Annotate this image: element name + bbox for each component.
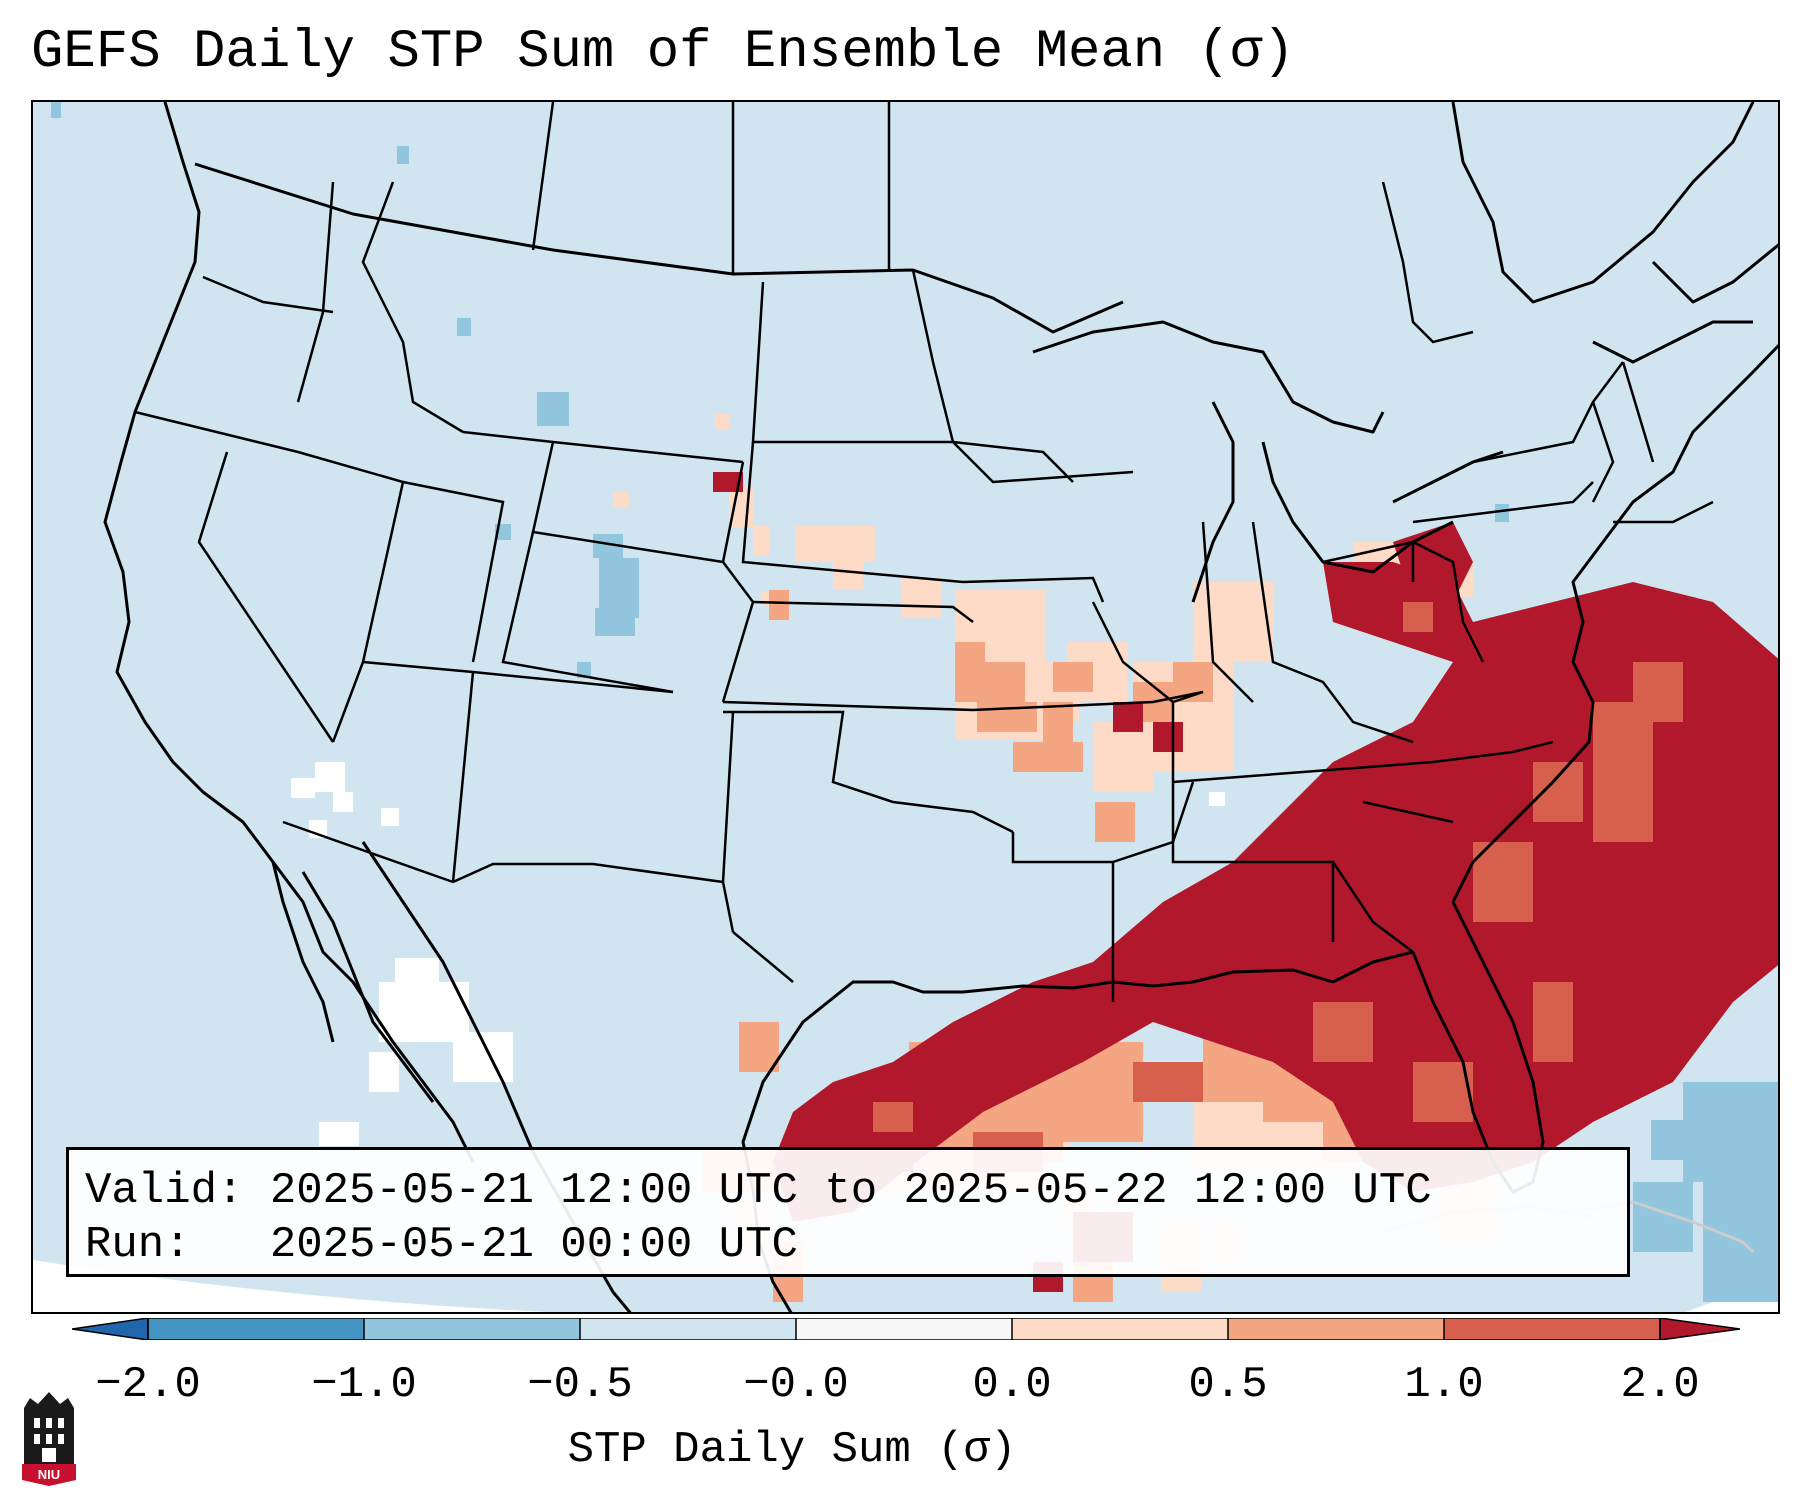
colorbar-ticks xyxy=(147,1318,1661,1340)
colorbar-bin-7 xyxy=(1444,1318,1660,1340)
colorbar-bin-4 xyxy=(796,1318,1012,1340)
colorbar-tick-label: −0.5 xyxy=(527,1360,633,1410)
province-lines xyxy=(531,102,1474,344)
colorbar-label: STP Daily Sum (σ) xyxy=(567,1425,1017,1475)
map-canvas xyxy=(33,102,1778,1312)
colorbar-bin-6 xyxy=(1228,1318,1444,1340)
run-label: Run: xyxy=(85,1220,191,1270)
logo-text: NIU xyxy=(38,1467,60,1482)
chart-title: GEFS Daily STP Sum of Ensemble Mean (σ) xyxy=(31,22,1295,83)
colorbar-tick-label: −2.0 xyxy=(95,1360,201,1410)
colorbar-tick-label: −1.0 xyxy=(311,1360,417,1410)
state-lines xyxy=(134,181,1714,1002)
colorbar-tick-label: 0.0 xyxy=(972,1360,1052,1410)
map-panel[interactable] xyxy=(31,100,1780,1314)
run-value: 2025-05-21 00:00 UTC xyxy=(269,1220,798,1270)
niu-logo-icon: NIU xyxy=(22,1392,76,1486)
neutral-patches xyxy=(291,762,1225,1312)
valid-value: 2025-05-21 12:00 UTC to 2025-05-22 12:00… xyxy=(269,1166,1432,1216)
colorbar-bin-5 xyxy=(1012,1318,1228,1340)
colorbar-extend-low xyxy=(72,1318,149,1340)
colorbar-tick-label: 1.0 xyxy=(1404,1360,1484,1410)
projection-edge-right xyxy=(1685,1272,1778,1312)
colorbar-bin-1 xyxy=(148,1318,364,1340)
colorbar-tick-label: 2.0 xyxy=(1620,1360,1700,1410)
info-box: Valid: 2025-05-21 12:00 UTC to 2025-05-2… xyxy=(66,1147,1630,1277)
colorbar-extend-high xyxy=(1659,1318,1740,1340)
colorbar xyxy=(72,1318,1740,1340)
projection-edge xyxy=(33,1260,549,1312)
colorbar-tick-label: 0.5 xyxy=(1188,1360,1268,1410)
colorbar-tick-label: −0.0 xyxy=(743,1360,849,1410)
colorbar-bin-2 xyxy=(364,1318,580,1340)
valid-label: Valid: xyxy=(85,1166,244,1216)
colorbar-bin-3 xyxy=(580,1318,796,1340)
